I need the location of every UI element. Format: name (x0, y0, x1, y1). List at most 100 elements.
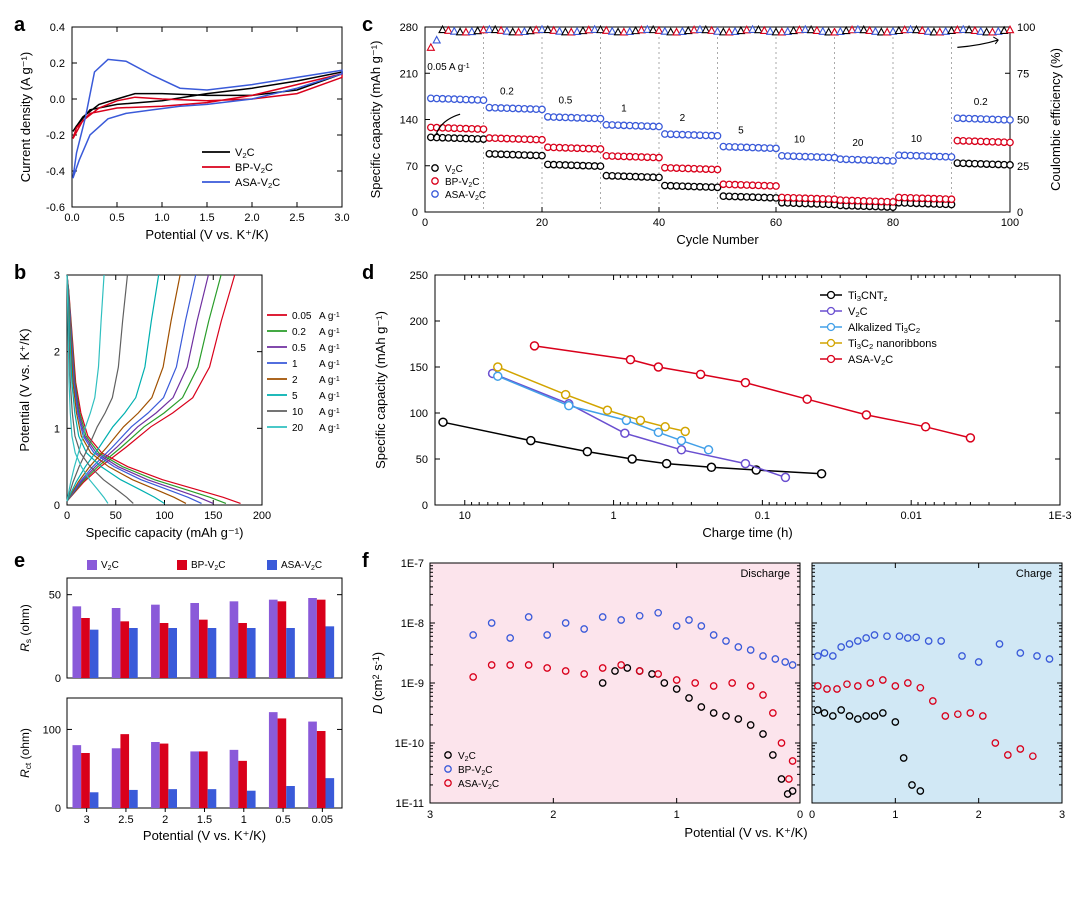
svg-text:25: 25 (1017, 161, 1029, 173)
svg-text:Rct (ohm): Rct (ohm) (18, 728, 33, 778)
svg-text:2: 2 (680, 113, 686, 124)
svg-text:3: 3 (54, 270, 60, 282)
svg-text:0.5: 0.5 (292, 343, 306, 354)
svg-text:-0.6: -0.6 (46, 202, 65, 214)
svg-text:2: 2 (292, 375, 298, 386)
svg-text:1: 1 (674, 809, 680, 821)
svg-text:0: 0 (54, 500, 60, 512)
panel-b: b 0501001502000123Specific capacity (mAh… (12, 260, 352, 540)
svg-text:Ti3CNTz: Ti3CNTz (848, 290, 888, 303)
svg-text:ASA-V2C: ASA-V2C (281, 560, 322, 572)
svg-text:5: 5 (292, 391, 298, 402)
svg-text:10: 10 (459, 510, 471, 522)
chart-f: 1E-111E-101E-91E-81E-732100123Potential … (360, 548, 1080, 848)
svg-text:Potential (V vs. K⁺/K): Potential (V vs. K⁺/K) (684, 825, 807, 840)
svg-text:75: 75 (1017, 68, 1029, 80)
svg-text:0: 0 (412, 207, 418, 219)
svg-text:210: 210 (400, 68, 418, 80)
svg-text:A g-1: A g-1 (319, 359, 340, 370)
svg-text:0.2: 0.2 (500, 86, 514, 97)
svg-text:0: 0 (422, 217, 428, 229)
svg-text:A g-1: A g-1 (319, 311, 340, 322)
svg-text:V2C: V2C (101, 560, 119, 572)
svg-text:0.5: 0.5 (109, 212, 124, 224)
panel-label-d: d (362, 262, 374, 285)
svg-text:2: 2 (162, 814, 168, 826)
svg-text:BP-V2C: BP-V2C (458, 765, 492, 777)
svg-text:200: 200 (410, 316, 428, 328)
svg-text:100: 100 (410, 408, 428, 420)
svg-text:1E-8: 1E-8 (401, 618, 424, 630)
svg-text:Specific capacity (mAh g⁻¹): Specific capacity (mAh g⁻¹) (373, 311, 388, 469)
panel-c: c 0204060801000701402102800255075100Cycl… (360, 12, 1080, 252)
svg-text:V2C: V2C (445, 164, 463, 176)
svg-text:20: 20 (536, 217, 548, 229)
svg-text:Discharge: Discharge (740, 568, 790, 580)
svg-text:10: 10 (794, 135, 806, 146)
panel-d: d 1010.10.011E-3050100150200250Charge ti… (360, 260, 1080, 540)
svg-text:V2C: V2C (235, 147, 255, 160)
svg-text:10: 10 (911, 134, 923, 145)
chart-b: 0501001502000123Specific capacity (mAh g… (12, 260, 352, 540)
svg-text:60: 60 (770, 217, 782, 229)
svg-text:Rs (ohm): Rs (ohm) (18, 604, 33, 652)
svg-text:70: 70 (406, 161, 418, 173)
svg-text:0: 0 (797, 809, 803, 821)
svg-text:0: 0 (64, 510, 70, 522)
svg-text:Potential (V vs. K⁺/K): Potential (V vs. K⁺/K) (143, 828, 266, 843)
svg-text:3.0: 3.0 (334, 212, 349, 224)
svg-text:ASA-V2C: ASA-V2C (848, 354, 893, 367)
svg-text:Potential (V vs. K⁺/K): Potential (V vs. K⁺/K) (145, 227, 268, 242)
svg-text:1E-10: 1E-10 (395, 738, 424, 750)
svg-text:ASA-V2C: ASA-V2C (445, 190, 486, 202)
chart-d: 1010.10.011E-3050100150200250Charge time… (360, 260, 1080, 540)
svg-text:1: 1 (621, 104, 627, 115)
svg-text:-0.2: -0.2 (46, 130, 65, 142)
svg-text:BP-V2C: BP-V2C (191, 560, 225, 572)
svg-text:0.4: 0.4 (50, 22, 65, 34)
svg-text:0.05: 0.05 (312, 814, 333, 826)
svg-text:0.2: 0.2 (974, 97, 988, 108)
svg-text:1E-7: 1E-7 (401, 558, 424, 570)
svg-text:100: 100 (43, 724, 61, 736)
svg-text:Coulombic efficiency (%): Coulombic efficiency (%) (1048, 48, 1063, 191)
svg-text:A g-1: A g-1 (319, 407, 340, 418)
svg-text:Charge: Charge (1016, 568, 1052, 580)
panel-label-e: e (14, 550, 25, 573)
svg-text:3: 3 (1059, 809, 1065, 821)
svg-text:5: 5 (738, 125, 744, 136)
svg-text:A g-1: A g-1 (319, 423, 340, 434)
svg-text:A g-1: A g-1 (319, 391, 340, 402)
svg-text:A g-1: A g-1 (319, 375, 340, 386)
svg-text:Ti3C2 nanoribbons: Ti3C2 nanoribbons (848, 338, 937, 351)
svg-text:V2C: V2C (848, 306, 868, 319)
svg-text:1E-9: 1E-9 (401, 678, 424, 690)
svg-text:1.5: 1.5 (199, 212, 214, 224)
svg-text:0: 0 (809, 809, 815, 821)
svg-text:A g-1: A g-1 (319, 327, 340, 338)
svg-text:140: 140 (400, 115, 418, 127)
svg-text:1: 1 (54, 423, 60, 435)
svg-text:0.0: 0.0 (64, 212, 79, 224)
svg-text:1: 1 (892, 809, 898, 821)
svg-text:80: 80 (887, 217, 899, 229)
panel-e: e 050010032.521.510.50.05Rs (ohm)Rct (oh… (12, 548, 352, 848)
panel-label-a: a (14, 14, 25, 37)
svg-text:3: 3 (84, 814, 90, 826)
svg-text:Charge time (h): Charge time (h) (702, 525, 792, 540)
svg-text:0.05: 0.05 (292, 311, 312, 322)
svg-text:1.0: 1.0 (154, 212, 169, 224)
svg-text:0.2: 0.2 (292, 327, 306, 338)
panel-label-b: b (14, 262, 26, 285)
svg-text:20: 20 (852, 138, 864, 149)
svg-text:0: 0 (55, 803, 61, 815)
svg-text:150: 150 (410, 362, 428, 374)
panel-a: a 0.00.51.01.52.02.53.0-0.6-0.4-0.20.00.… (12, 12, 352, 252)
svg-text:50: 50 (416, 454, 428, 466)
chart-e: 050010032.521.510.50.05Rs (ohm)Rct (ohm)… (12, 548, 352, 848)
svg-text:BP-V2C: BP-V2C (445, 177, 479, 189)
svg-text:250: 250 (410, 270, 428, 282)
svg-text:20: 20 (292, 423, 304, 434)
svg-text:40: 40 (653, 217, 665, 229)
svg-text:1E-3: 1E-3 (1048, 510, 1071, 522)
